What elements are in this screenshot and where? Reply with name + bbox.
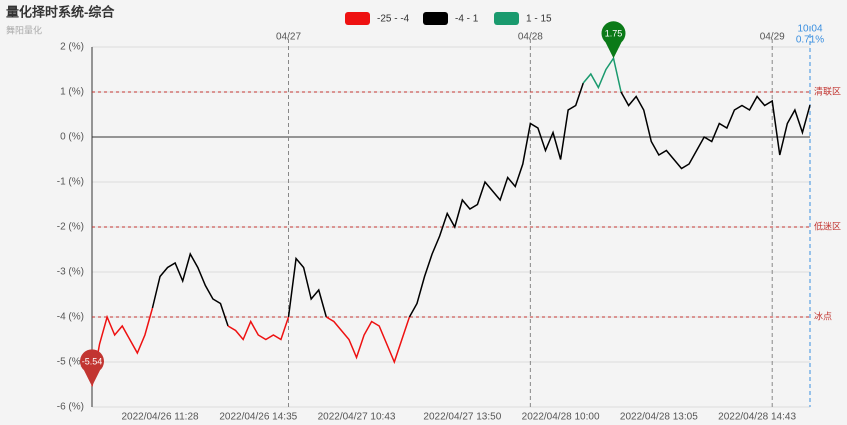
x-tick-label: 2022/04/27 10:43 [318,412,396,423]
legend-swatch [423,12,448,25]
data-line [287,256,328,318]
mark-point-label: -5.54 [82,357,103,367]
legend-label: -25 - -4 [377,14,410,25]
mark-point [601,21,626,59]
x-tick-label: 2022/04/26 11:28 [121,412,199,423]
y-tick-label: 0 (%) [60,132,84,143]
x2-tick-label: 04/29 [760,32,785,43]
data-line [408,82,584,318]
y-tick-label: 1 (%) [60,87,84,98]
y-tick-label: -3 (%) [57,267,84,278]
x2-tick-label: 04/27 [276,32,301,43]
chart-subtitle: 舞阳量化 [6,24,42,35]
y-tick-label: 2 (%) [60,42,84,53]
x-tick-label: 2022/04/28 10:00 [522,412,600,423]
legend-swatch [345,12,370,25]
data-line [227,316,290,341]
mark-line-label: 冰点 [814,310,832,321]
y-tick-label: -2 (%) [57,222,84,233]
data-line [582,56,622,93]
x-tick-label: 2022/04/27 13:50 [423,412,501,423]
legend-label: -4 - 1 [455,14,479,25]
mark-line-label: 低迷区 [814,220,841,231]
y-tick-label: -1 (%) [57,177,84,188]
legend-swatch [494,12,519,25]
y-tick-label: -6 (%) [57,402,84,413]
y-tick-label: -4 (%) [57,312,84,323]
x2-tick-label: 04/28 [518,32,543,43]
legend-label: 1 - 15 [526,14,552,25]
chart-title: 量化择时系统-综合 [6,4,115,19]
mark-point-label: 1.75 [605,29,623,39]
data-line [151,252,229,327]
mark-point [80,349,105,387]
end-value-label: 0.71% [796,35,824,46]
y-tick-label: -5 (%) [57,357,84,368]
data-line [620,91,811,170]
x-tick-label: 2022/04/28 13:05 [620,412,698,423]
end-time-label: 10:04 [797,24,822,35]
data-line [91,307,154,387]
mark-line-label: 清联区 [814,85,841,96]
data-line [325,316,411,365]
x-tick-label: 2022/04/28 14:43 [718,412,796,423]
x-tick-label: 2022/04/26 14:35 [219,412,297,423]
